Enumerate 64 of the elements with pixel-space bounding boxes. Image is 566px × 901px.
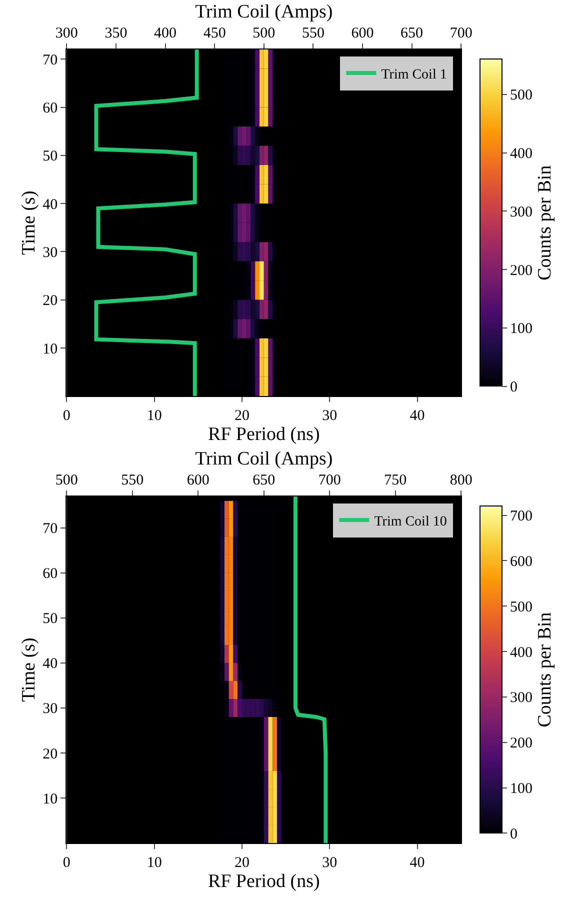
x-tick-label: 0 xyxy=(62,408,70,424)
y-tick-label: 50 xyxy=(42,148,58,165)
x2-tick-label: 800 xyxy=(450,472,472,488)
x2-tick-label: 300 xyxy=(55,26,78,42)
color-bar-label: 200 xyxy=(510,262,532,279)
color-bar-label: 500 xyxy=(510,599,532,616)
y-tick-label: 70 xyxy=(42,521,58,538)
y-tick-label: 20 xyxy=(42,293,58,310)
x2-tick-label: 700 xyxy=(318,472,341,488)
color-bar-label: 100 xyxy=(510,321,532,338)
y-tick-label: 10 xyxy=(42,341,58,358)
x2-tick-label: 600 xyxy=(186,472,210,488)
color-bar-label: 300 xyxy=(510,204,532,220)
color-bar-label: 400 xyxy=(510,644,532,661)
y-tick-label: 20 xyxy=(42,746,58,762)
y-tick-label: 30 xyxy=(42,244,58,261)
x-tick-label: 0 xyxy=(62,855,70,872)
x2-tick-label: 400 xyxy=(154,26,177,42)
color-bar-label: 0 xyxy=(510,826,518,842)
y-axis-title: Time (s) xyxy=(18,638,40,702)
color-bar-title: Counts per Bin xyxy=(534,164,556,280)
x-axis-title: RF Period (ns) xyxy=(208,424,320,446)
x2-tick-label: 500 xyxy=(252,26,276,42)
x-axis-title: RF Period (ns) xyxy=(208,871,320,892)
y-tick-label: 40 xyxy=(42,656,58,672)
x-tick-label: 10 xyxy=(146,855,162,872)
legend-label: Trim Coil 1 xyxy=(381,68,447,83)
x2-tick-label: 650 xyxy=(252,472,276,488)
color-bar-label: 200 xyxy=(510,736,532,752)
color-bar-label: 500 xyxy=(510,88,532,104)
y-tick-label: 40 xyxy=(42,196,58,213)
x2-tick-label: 750 xyxy=(384,472,407,488)
y-axis-title: Time (s) xyxy=(18,190,40,255)
x2-tick-label: 650 xyxy=(400,26,424,42)
color-bar-label: 0 xyxy=(510,380,518,396)
y-tick-label: 10 xyxy=(42,791,58,808)
color-bar-title: Counts per Bin xyxy=(534,612,556,728)
x-tick-label: 30 xyxy=(322,855,338,872)
x-tick-label: 20 xyxy=(234,408,250,424)
color-bar-label: 100 xyxy=(510,781,532,798)
legend-label: Trim Coil 10 xyxy=(374,514,447,530)
x2-tick-label: 350 xyxy=(104,26,128,42)
x-tick-label: 40 xyxy=(410,855,425,872)
y-tick-label: 60 xyxy=(42,566,58,582)
x2-tick-label: 700 xyxy=(450,26,472,42)
y-tick-label: 50 xyxy=(42,611,58,628)
x-tick-label: 40 xyxy=(410,408,425,424)
x-tick-label: 30 xyxy=(322,408,338,424)
x2-axis-title: Trim Coil (Amps) xyxy=(195,1,333,22)
x2-tick-label: 450 xyxy=(203,26,226,42)
x2-tick-label: 600 xyxy=(351,26,374,42)
color-bar-label: 700 xyxy=(510,508,532,525)
color-bar-label: 600 xyxy=(510,554,532,570)
y-tick-label: 30 xyxy=(42,701,58,718)
x2-axis-title: Trim Coil (Amps) xyxy=(195,448,333,470)
x-tick-label: 10 xyxy=(146,408,162,424)
x2-tick-label: 550 xyxy=(302,26,324,42)
y-tick-label: 70 xyxy=(42,52,58,68)
color-bar-label: 300 xyxy=(510,690,532,706)
y-tick-label: 60 xyxy=(42,100,58,117)
x2-tick-label: 500 xyxy=(55,472,78,488)
color-bar-label: 400 xyxy=(510,146,532,162)
x2-tick-label: 550 xyxy=(121,472,144,488)
x-tick-label: 20 xyxy=(234,855,250,872)
